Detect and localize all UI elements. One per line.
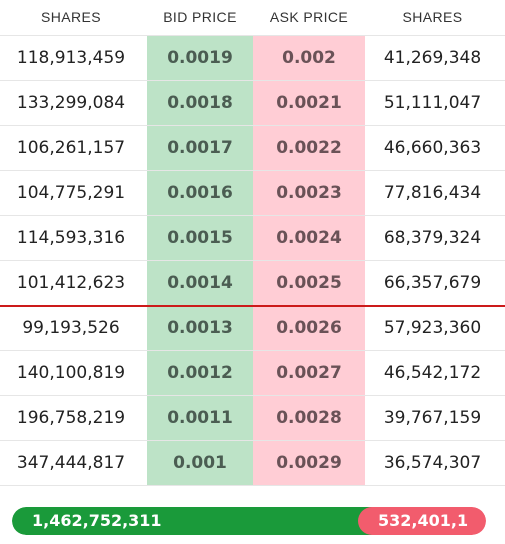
ask-price-cell: 0.0025 — [253, 261, 365, 305]
bid-price-cell: 0.0015 — [147, 216, 253, 260]
table-row: 106,261,157 0.0017 0.0022 46,660,363 — [0, 126, 505, 171]
ask-shares-cell: 57,923,360 — [383, 318, 482, 338]
table-row: 114,593,316 0.0015 0.0024 68,379,324 — [0, 216, 505, 261]
ask-price-cell: 0.0026 — [253, 306, 365, 350]
bid-shares-cell: 133,299,084 — [16, 93, 126, 113]
ask-price-cell: 0.002 — [253, 36, 365, 80]
bid-price-cell: 0.0011 — [147, 396, 253, 440]
ask-price-cell: 0.0029 — [253, 441, 365, 485]
bid-shares-cell: 104,775,291 — [16, 183, 126, 203]
ask-shares-cell: 39,767,159 — [383, 408, 482, 428]
ask-price-cell: 0.0022 — [253, 126, 365, 170]
table-row: 347,444,817 0.001 0.0029 36,574,307 — [0, 441, 505, 486]
table-row: 196,758,219 0.0011 0.0028 39,767,159 — [0, 396, 505, 441]
ask-shares-cell: 46,542,172 — [383, 363, 482, 383]
bid-price-cell: 0.001 — [147, 441, 253, 485]
ask-price-cell: 0.0021 — [253, 81, 365, 125]
ask-shares-cell: 46,660,363 — [383, 138, 482, 158]
bid-price-cell: 0.0016 — [147, 171, 253, 215]
ask-shares-cell: 36,574,307 — [383, 453, 482, 473]
bid-shares-cell: 99,193,526 — [22, 318, 120, 338]
ask-price-cell: 0.0024 — [253, 216, 365, 260]
ask-price-cell: 0.0028 — [253, 396, 365, 440]
bid-price-cell: 0.0014 — [147, 261, 253, 305]
bid-shares-cell: 106,261,157 — [16, 138, 126, 158]
ask-shares-cell: 77,816,434 — [383, 183, 482, 203]
bid-shares-cell: 101,412,623 — [16, 273, 126, 293]
ask-shares-cell: 41,269,348 — [383, 48, 482, 68]
table-row: 140,100,819 0.0012 0.0027 46,542,172 — [0, 351, 505, 396]
bid-shares-cell: 347,444,817 — [16, 453, 126, 473]
bid-price-cell: 0.0019 — [147, 36, 253, 80]
bid-price-cell: 0.0013 — [147, 306, 253, 350]
table-row: 104,775,291 0.0016 0.0023 77,816,434 — [0, 171, 505, 216]
table-row: 101,412,623 0.0014 0.0025 66,357,679 — [0, 261, 505, 306]
ask-shares-cell: 68,379,324 — [383, 228, 482, 248]
bid-shares-cell: 196,758,219 — [16, 408, 126, 428]
order-book-rows: 118,913,459 0.0019 0.002 41,269,348 133,… — [0, 36, 505, 486]
bid-shares-cell: 118,913,459 — [16, 48, 126, 68]
bid-shares-cell: 140,100,819 — [16, 363, 126, 383]
ask-shares-cell: 66,357,679 — [383, 273, 482, 293]
header-bid-price: BID PRICE — [163, 9, 237, 25]
bid-price-cell: 0.0012 — [147, 351, 253, 395]
bid-shares-cell: 114,593,316 — [16, 228, 126, 248]
bid-price-cell: 0.0017 — [147, 126, 253, 170]
bid-price-cell: 0.0018 — [147, 81, 253, 125]
table-row: 118,913,459 0.0019 0.002 41,269,348 — [0, 36, 505, 81]
ask-price-cell: 0.0023 — [253, 171, 365, 215]
header-ask-shares: SHARES — [402, 9, 463, 25]
ask-price-cell: 0.0027 — [253, 351, 365, 395]
header-bid-shares: SHARES — [41, 9, 101, 25]
table-row: 99,193,526 0.0013 0.0026 57,923,360 — [0, 306, 505, 351]
ask-total-pill: 532,401,1 — [358, 507, 486, 535]
table-row: 133,299,084 0.0018 0.0021 51,111,047 — [0, 81, 505, 126]
ask-shares-cell: 51,111,047 — [383, 93, 482, 113]
order-book-header: SHARES BID PRICE ASK PRICE SHARES — [0, 0, 505, 36]
totals-bar: 1,462,752,311 532,401,1 — [12, 507, 486, 535]
header-ask-price: ASK PRICE — [269, 9, 349, 25]
spread-divider — [0, 305, 505, 307]
